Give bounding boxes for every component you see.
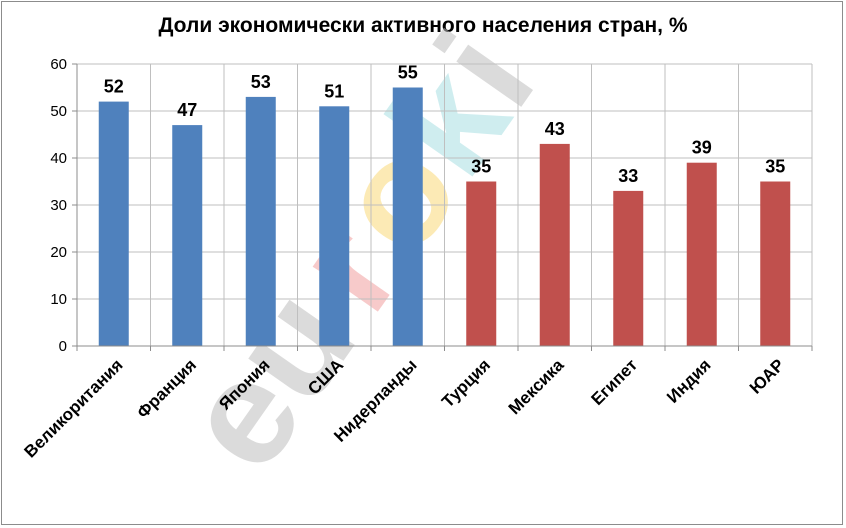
category-label: Япония (215, 355, 273, 413)
bar (392, 87, 423, 346)
bar (539, 143, 570, 346)
category-label: Индия (663, 355, 714, 406)
y-tick-label: 30 (50, 197, 67, 214)
y-tick-label: 50 (50, 103, 67, 120)
data-label: 52 (104, 77, 124, 97)
category-label: Великоритания (21, 355, 127, 461)
x-axis (76, 345, 813, 351)
data-label: 47 (177, 100, 197, 120)
y-tick-label: 40 (50, 150, 67, 167)
data-label: 33 (618, 166, 638, 186)
y-tick-label: 20 (50, 244, 67, 261)
data-label: 51 (324, 81, 344, 101)
bar (319, 106, 350, 346)
category-label: Мексика (505, 355, 568, 418)
bar (466, 181, 497, 346)
bar (98, 101, 129, 346)
data-label: 35 (471, 157, 491, 177)
bar (613, 190, 644, 346)
data-label: 35 (765, 157, 785, 177)
data-labels: 52 47 53 51 55 35 43 33 39 35 (104, 63, 786, 186)
data-label: 43 (545, 119, 565, 139)
y-tick-label: 10 (50, 291, 67, 308)
data-label: 39 (692, 138, 712, 158)
y-tick-label: 60 (50, 56, 67, 73)
chart-title: Доли экономически активного населения ст… (158, 14, 688, 37)
category-label: ЮАР (746, 355, 788, 397)
y-tick-label: 0 (59, 338, 67, 355)
bar (172, 125, 203, 346)
bar (760, 181, 791, 346)
bar (245, 96, 276, 347)
y-axis: 0 10 20 30 40 50 60 (50, 56, 78, 355)
category-label: США (304, 355, 347, 398)
bar (686, 162, 717, 346)
data-label: 53 (251, 72, 271, 92)
data-label: 55 (398, 63, 418, 83)
category-label: Франция (133, 355, 200, 422)
bars (98, 87, 791, 347)
category-label: Турция (438, 355, 494, 411)
category-label: Египет (588, 355, 642, 409)
